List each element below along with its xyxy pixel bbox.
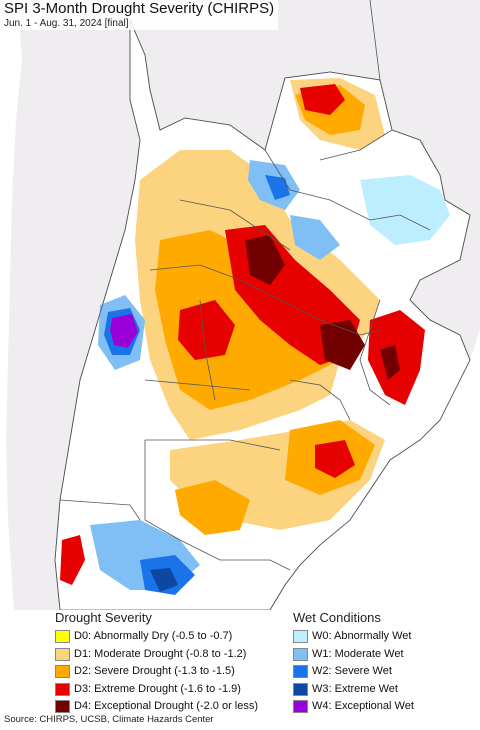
legend-item-d2: D2: Severe Drought (-1.3 to -1.5) xyxy=(55,663,258,681)
legend-swatch-d4 xyxy=(55,700,70,714)
legend-label-w2: W2: Severe Wet xyxy=(312,665,392,678)
legend-label-w4: W4: Exceptional Wet xyxy=(312,700,414,713)
drought-legend: Drought Severity D0: Abnormally Dry (-0.… xyxy=(55,610,258,716)
legend-item-w0: W0: Abnormally Wet xyxy=(293,628,414,646)
title-box: SPI 3-Month Drought Severity (CHIRPS) Ju… xyxy=(2,0,279,30)
map-canvas xyxy=(0,0,480,610)
wet-legend-heading: Wet Conditions xyxy=(293,610,381,625)
legend-label-w0: W0: Abnormally Wet xyxy=(312,630,412,643)
legend-swatch-w3 xyxy=(293,682,308,696)
legend-item-d4: D4: Exceptional Drought (-2.0 or less) xyxy=(55,698,258,716)
atlantic-ocean xyxy=(270,330,480,610)
legend-swatch-d3 xyxy=(55,682,70,696)
drought-legend-heading: Drought Severity xyxy=(55,610,152,625)
legend-item-w2: W2: Severe Wet xyxy=(293,663,414,681)
map-subtitle: Jun. 1 - Aug. 31, 2024 [final] xyxy=(4,18,129,29)
legend-label-d0: D0: Abnormally Dry (-0.5 to -0.7) xyxy=(74,630,233,643)
borders xyxy=(54,0,471,610)
pacific-ocean xyxy=(0,0,22,610)
legend-label-d2: D2: Severe Drought (-1.3 to -1.5) xyxy=(74,665,235,678)
legend-swatch-d2 xyxy=(55,665,70,679)
drought-map: SPI 3-Month Drought Severity (CHIRPS) Ju… xyxy=(0,0,480,610)
legend-label-w3: W3: Extreme Wet xyxy=(312,682,398,695)
legend-item-d1: D1: Moderate Drought (-0.8 to -1.2) xyxy=(55,646,258,664)
legend-label-d3: D3: Extreme Drought (-1.6 to -1.9) xyxy=(74,682,241,695)
legend-label-d1: D1: Moderate Drought (-0.8 to -1.2) xyxy=(74,647,247,660)
legend-swatch-w0 xyxy=(293,630,308,644)
legend-swatch-w1 xyxy=(293,647,308,661)
map-title: SPI 3-Month Drought Severity (CHIRPS) xyxy=(4,0,275,17)
legend-label-w1: W1: Moderate Wet xyxy=(312,647,404,660)
legend-item-w3: W3: Extreme Wet xyxy=(293,681,414,699)
legend-item-w4: W4: Exceptional Wet xyxy=(293,698,414,716)
severity-patches xyxy=(60,78,450,595)
legend-swatch-d0 xyxy=(55,630,70,644)
legend-item-d0: D0: Abnormally Dry (-0.5 to -0.7) xyxy=(55,628,258,646)
legend-swatch-d1 xyxy=(55,647,70,661)
legend-label-d4: D4: Exceptional Drought (-2.0 or less) xyxy=(74,700,259,713)
legend-swatch-w4 xyxy=(293,700,308,714)
legend-item-d3: D3: Extreme Drought (-1.6 to -1.9) xyxy=(55,681,258,699)
legend-swatch-w2 xyxy=(293,665,308,679)
legend: Drought Severity D0: Abnormally Dry (-0.… xyxy=(0,610,480,714)
wet-legend: Wet Conditions W0: Abnormally Wet W1: Mo… xyxy=(293,610,414,716)
legend-item-w1: W1: Moderate Wet xyxy=(293,646,414,664)
source-credit: Source: CHIRPS, UCSB, Climate Hazards Ce… xyxy=(4,714,214,725)
